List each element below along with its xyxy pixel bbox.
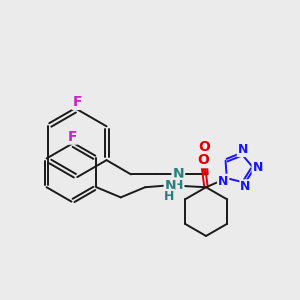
Text: N: N [238,143,248,156]
Text: N: N [172,167,184,182]
Text: H: H [164,190,174,203]
Text: N: N [253,161,263,174]
Text: N: N [165,178,176,193]
Text: N: N [240,180,251,193]
Text: F: F [73,95,82,109]
Text: O: O [198,140,210,154]
Text: F: F [68,130,77,144]
Text: H: H [173,179,184,192]
Text: O: O [197,153,209,167]
Text: N: N [218,175,228,188]
